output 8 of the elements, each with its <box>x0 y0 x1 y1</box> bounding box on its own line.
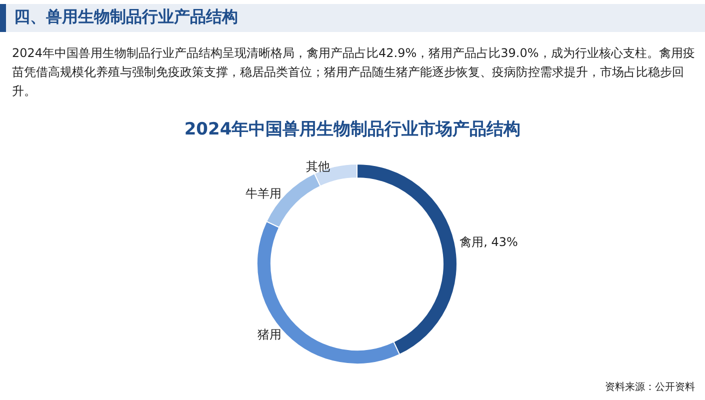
slice-label: 猪用 <box>257 328 282 342</box>
slice-label: 牛羊用 <box>245 186 282 200</box>
slice-label: 其他 <box>306 159 330 174</box>
text: 2024年中国兽用生物制品行业产品结构呈现清晰格局，禽用产品占比42.9%，猪用产品占比39.0%，成为行业核心支柱。禽用疫苗凭借高规模化养殖与强制免疫政策支撑，稳居品类首位；猪用产品随生猪产能逐步恢复、疫病防控需求提升，市场占比稳步回升。 <box>12 45 696 100</box>
chart-title: 2024年中国兽用生物制品行业市场产品结构 <box>184 120 521 140</box>
text: 资料来源：公开资料 <box>605 380 695 394</box>
text: 四、兽用生物制品行业产品结构 <box>14 7 238 28</box>
slice-label: 禽用, 43% <box>460 235 518 250</box>
